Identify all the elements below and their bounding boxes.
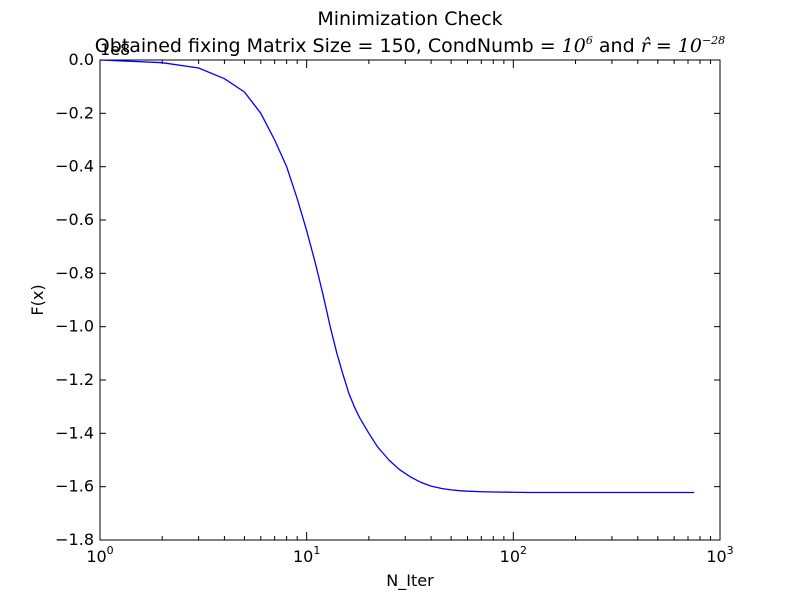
x-tick-base: 10 <box>86 547 106 566</box>
series-lines <box>99 59 695 494</box>
y-axis-ticks: 0.0 −0.2 −0.4 −0.6 −0.8 −1.0 −1.2 −1.4 −1.6 −1.8 <box>55 50 720 549</box>
r-hat-symbol: r̂ <box>641 35 652 57</box>
y-tick-label: −1.0 <box>55 317 94 336</box>
x-tick-base: 10 <box>500 547 520 566</box>
x-tick-base: 10 <box>293 547 313 566</box>
x-tick-exponent: 2 <box>520 544 527 557</box>
x-tick-exponent: 0 <box>107 544 114 557</box>
y-tick-label: −0.6 <box>55 210 94 229</box>
cond-number-base: 10 <box>562 35 586 57</box>
subtitle-middle: and <box>593 35 641 57</box>
y-tick-label: −0.8 <box>55 263 94 282</box>
subtitle-prefix: Obtained fixing Matrix Size = 150, CondN… <box>95 35 562 57</box>
plot-frame <box>99 59 721 541</box>
x-tick-label: 100 <box>86 544 113 566</box>
x-tick-exponent: 3 <box>727 544 734 557</box>
x-axis-label: N_Iter <box>386 571 434 591</box>
r-exponent: −28 <box>702 34 725 47</box>
x-tick-label: 101 <box>293 544 320 566</box>
y-tick-label: −0.2 <box>55 103 94 122</box>
r-equals: = <box>650 35 678 57</box>
y-axis-label: F(x) <box>28 284 47 315</box>
y-tick-label: 0.0 <box>69 50 94 69</box>
y-tick-label: −1.8 <box>55 530 94 549</box>
x-tick-label: 102 <box>500 544 527 566</box>
cond-number-exponent: 6 <box>586 34 593 47</box>
x-axis-ticks: 100 101 102 103 <box>86 60 734 566</box>
chart-title: Minimization Check <box>317 8 502 30</box>
chart-subtitle: Obtained fixing Matrix Size = 150, CondN… <box>95 34 725 57</box>
r-base: 10 <box>678 35 702 57</box>
x-tick-exponent: 1 <box>313 544 320 557</box>
y-tick-label: −1.6 <box>55 477 94 496</box>
y-tick-label: −1.4 <box>55 423 94 442</box>
y-offset-text: 1e8 <box>100 40 130 59</box>
y-tick-label: −0.4 <box>55 157 94 176</box>
x-tick-label: 103 <box>706 544 733 566</box>
x-tick-base: 10 <box>706 547 726 566</box>
series-line-0 <box>99 59 695 494</box>
y-tick-label: −1.2 <box>55 370 94 389</box>
